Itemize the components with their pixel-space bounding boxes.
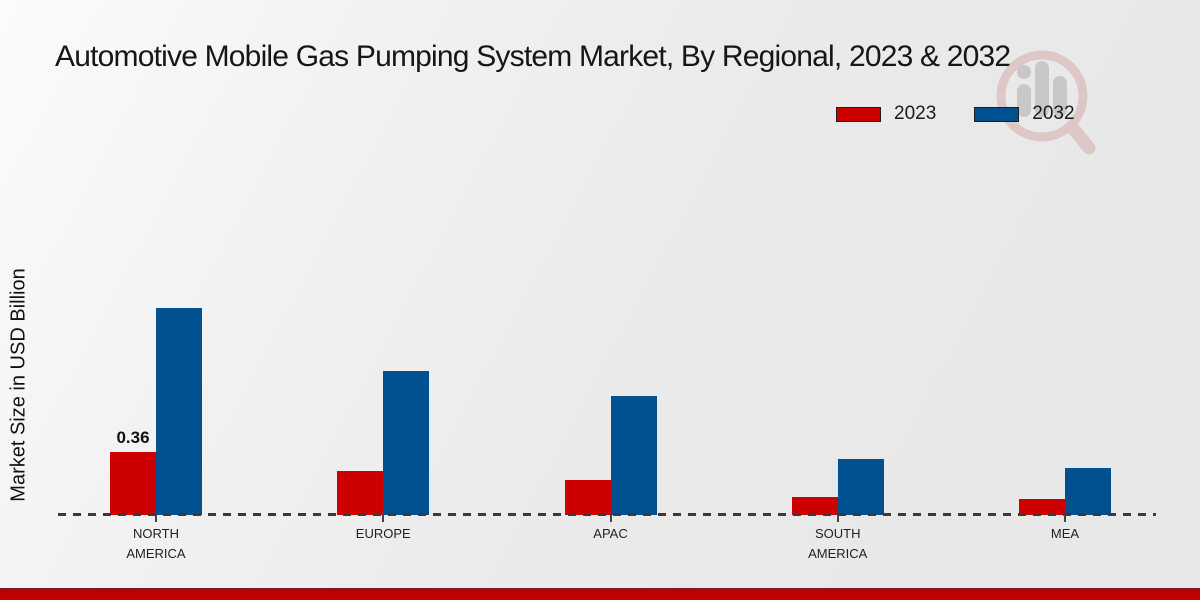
x-axis-tick — [155, 515, 157, 522]
chart-title: Automotive Mobile Gas Pumping System Mar… — [55, 40, 1011, 73]
bar-2032-south-america — [837, 459, 884, 515]
bar-value-label: 0.36 — [116, 428, 150, 447]
bar-2023-south-america — [791, 497, 838, 515]
x-axis-category-label: MEA — [1050, 526, 1080, 541]
bar-2032-europe — [383, 371, 430, 515]
magnifier-bar-chart-watermark-icon — [996, 50, 1096, 155]
bar-2023-europe — [337, 471, 384, 515]
x-axis-category-label: SOUTH AMERICA — [808, 526, 868, 562]
x-axis-category-label: APAC — [593, 526, 628, 541]
legend-swatch-2023 — [836, 106, 881, 122]
bottom-accent-bar — [0, 588, 1200, 600]
bar-2032-mea — [1065, 468, 1111, 515]
x-axis-tick — [382, 515, 385, 522]
x-axis-category-label: NORTH AMERICA — [126, 526, 186, 562]
bar-2032-north-america — [156, 308, 202, 515]
bar-2023-apac — [564, 480, 611, 515]
legend-swatch-2032 — [974, 106, 1020, 122]
legend-label-2032: 2032 — [1032, 103, 1075, 124]
legend-item-2023: 2023 — [836, 103, 936, 125]
bar-2023-north-america — [110, 452, 156, 515]
x-axis-baseline — [58, 513, 1156, 516]
bar-2032-apac — [610, 396, 657, 515]
bar-2023-mea — [1019, 499, 1065, 515]
x-axis-tick — [836, 515, 839, 522]
x-axis-category-label: EUROPE — [355, 526, 411, 541]
legend: 2023 2032 — [836, 103, 1075, 125]
x-axis-tick — [609, 515, 612, 522]
x-axis-tick — [1064, 515, 1066, 522]
legend-item-2032: 2032 — [974, 103, 1075, 125]
legend-label-2023: 2023 — [894, 103, 937, 124]
